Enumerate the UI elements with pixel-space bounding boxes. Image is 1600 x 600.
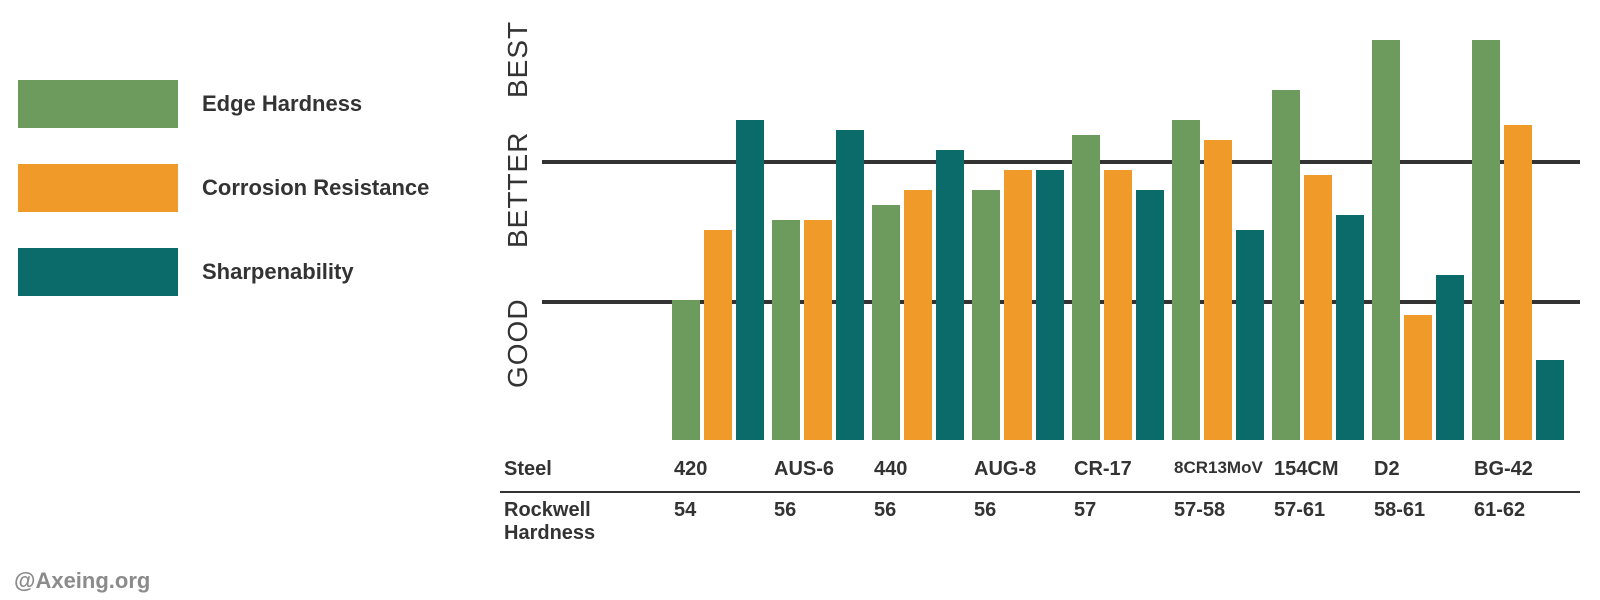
bar-edge bbox=[1072, 135, 1100, 440]
y-label-better: BETTER bbox=[502, 212, 534, 248]
steel-comparison-chart: GOOD BETTER BEST Steel420AUS-6440AUG-8CR… bbox=[500, 20, 1580, 580]
y-label-good: GOOD bbox=[502, 352, 534, 388]
bar-corrosion bbox=[904, 190, 932, 440]
bar-sharpen bbox=[836, 130, 864, 440]
legend-label-edge: Edge Hardness bbox=[202, 91, 362, 117]
xaxis-cell: 57-58 bbox=[1172, 499, 1272, 522]
bar-group bbox=[1172, 20, 1272, 440]
xaxis-row-label: RockwellHardness bbox=[500, 499, 670, 545]
legend-label-sharpen: Sharpenability bbox=[202, 259, 354, 285]
bar-group bbox=[1272, 20, 1372, 440]
plot-area bbox=[542, 20, 1580, 440]
xaxis-row: Steel420AUS-6440AUG-8CR-178CR13MoV154CMD… bbox=[500, 452, 1580, 493]
bar-corrosion bbox=[1104, 170, 1132, 440]
xaxis-row-label: Steel bbox=[500, 458, 670, 481]
bar-group bbox=[672, 20, 772, 440]
xaxis-cell: 57-61 bbox=[1272, 499, 1372, 522]
legend-item-edge: Edge Hardness bbox=[18, 80, 438, 128]
bar-edge bbox=[1372, 40, 1400, 440]
bar-group bbox=[972, 20, 1072, 440]
xaxis-row-cells: 420AUS-6440AUG-8CR-178CR13MoV154CMD2BG-4… bbox=[672, 458, 1580, 481]
xaxis-cell: 56 bbox=[872, 499, 972, 522]
xaxis-row-cells: 545656565757-5857-6158-6161-62 bbox=[672, 499, 1580, 522]
xaxis-cell: 61-62 bbox=[1472, 499, 1572, 522]
y-label-best: BEST bbox=[502, 62, 534, 98]
bar-sharpen bbox=[1336, 215, 1364, 440]
legend-swatch-sharpen bbox=[18, 248, 178, 296]
xaxis-cell: 8CR13MoV bbox=[1172, 458, 1272, 481]
bar-group bbox=[772, 20, 872, 440]
bar-sharpen bbox=[1436, 275, 1464, 440]
xaxis-cell: 57 bbox=[1072, 499, 1172, 522]
bar-edge bbox=[772, 220, 800, 440]
bar-corrosion bbox=[1404, 315, 1432, 440]
bar-corrosion bbox=[704, 230, 732, 440]
xaxis-cell: D2 bbox=[1372, 458, 1472, 481]
xaxis-cell: 420 bbox=[672, 458, 772, 481]
bar-sharpen bbox=[736, 120, 764, 440]
bar-edge bbox=[1272, 90, 1300, 440]
bar-group bbox=[1472, 20, 1572, 440]
bar-corrosion bbox=[1204, 140, 1232, 440]
xaxis-cell: 58-61 bbox=[1372, 499, 1472, 522]
xaxis-cell: 56 bbox=[772, 499, 872, 522]
xaxis-cell: BG-42 bbox=[1472, 458, 1572, 481]
bar-sharpen bbox=[1236, 230, 1264, 440]
bar-group bbox=[872, 20, 972, 440]
legend-item-sharpen: Sharpenability bbox=[18, 248, 438, 296]
attribution-text: @Axeing.org bbox=[14, 568, 150, 594]
bar-sharpen bbox=[1536, 360, 1564, 440]
legend-swatch-edge bbox=[18, 80, 178, 128]
xaxis-cell: CR-17 bbox=[1072, 458, 1172, 481]
legend-swatch-corrosion bbox=[18, 164, 178, 212]
xaxis-cell: 54 bbox=[672, 499, 772, 522]
bar-edge bbox=[1172, 120, 1200, 440]
bar-corrosion bbox=[1304, 175, 1332, 440]
x-axis-table: Steel420AUS-6440AUG-8CR-178CR13MoV154CMD… bbox=[500, 452, 1580, 555]
bar-sharpen bbox=[936, 150, 964, 440]
bar-edge bbox=[872, 205, 900, 440]
xaxis-cell: 56 bbox=[972, 499, 1072, 522]
bar-corrosion bbox=[804, 220, 832, 440]
bar-sharpen bbox=[1036, 170, 1064, 440]
xaxis-cell: 154CM bbox=[1272, 458, 1372, 481]
legend-label-corrosion: Corrosion Resistance bbox=[202, 175, 429, 201]
bar-corrosion bbox=[1004, 170, 1032, 440]
bar-edge bbox=[972, 190, 1000, 440]
legend: Edge Hardness Corrosion Resistance Sharp… bbox=[18, 80, 438, 332]
xaxis-cell: AUG-8 bbox=[972, 458, 1072, 481]
bar-sharpen bbox=[1136, 190, 1164, 440]
bar-edge bbox=[672, 300, 700, 440]
bar-corrosion bbox=[1504, 125, 1532, 440]
xaxis-cell: 440 bbox=[872, 458, 972, 481]
bar-edge bbox=[1472, 40, 1500, 440]
xaxis-cell: AUS-6 bbox=[772, 458, 872, 481]
legend-item-corrosion: Corrosion Resistance bbox=[18, 164, 438, 212]
xaxis-row: RockwellHardness545656565757-5857-6158-6… bbox=[500, 493, 1580, 555]
bar-group bbox=[1072, 20, 1172, 440]
bar-group bbox=[1372, 20, 1472, 440]
